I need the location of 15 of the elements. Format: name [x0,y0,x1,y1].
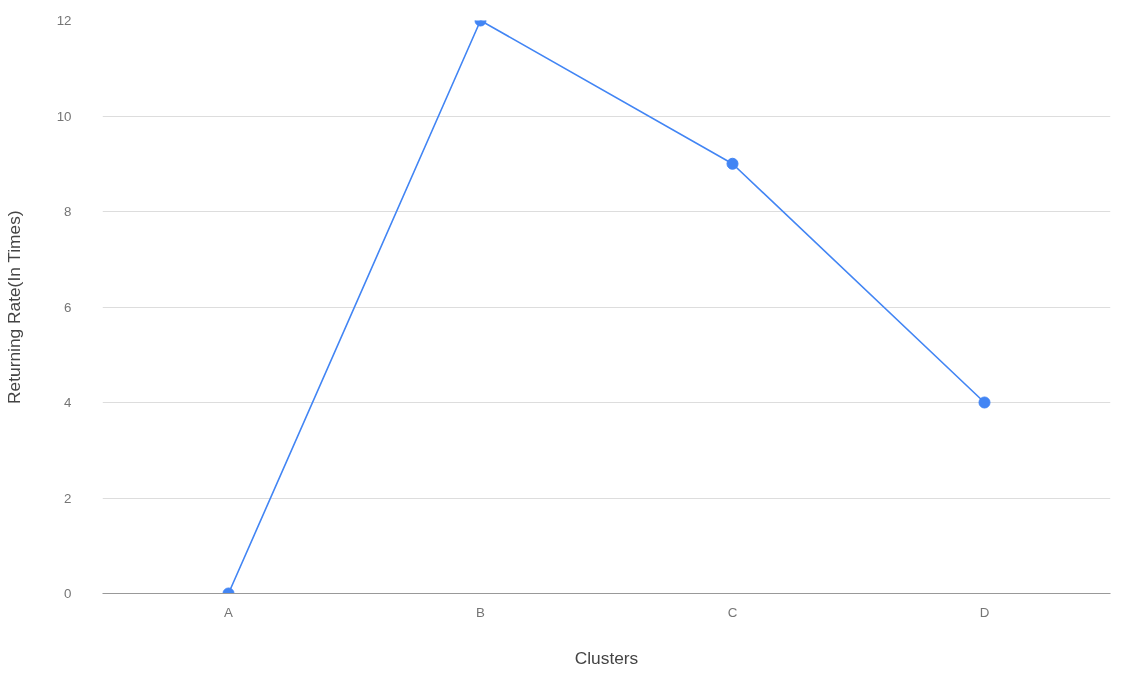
point [726,157,739,170]
x-axis-title: Clusters [574,647,639,668]
y-tick-label: 12 [56,13,72,28]
x-tick-label: A [224,604,234,620]
y-tick-label: 2 [64,490,72,506]
y-tick-label: 6 [64,299,72,315]
y-tick-label: 4 [64,395,73,410]
x-tick-label: D [979,604,990,620]
x-tick-label: C [727,604,738,620]
point [978,396,991,409]
y-tick-label: 0 [64,586,72,601]
y-tick-label: 10 [56,108,72,124]
y-tick-label: 8 [64,204,72,219]
x-tick-label: B [476,604,486,620]
y-axis-title: Returning Rate(In Times) [3,210,24,404]
